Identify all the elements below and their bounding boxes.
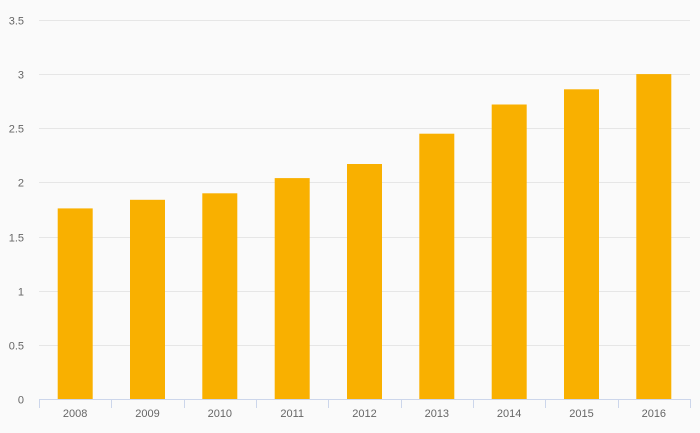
y-tick-label: 1 (18, 287, 24, 299)
y-tick-label: 3.5 (9, 16, 24, 28)
bar-2012[interactable] (347, 164, 382, 399)
bar-2011[interactable] (274, 178, 310, 399)
x-tick-label: 2012 (352, 408, 376, 420)
bar-2010[interactable] (202, 193, 238, 399)
x-tick-label: 2014 (497, 408, 521, 420)
y-axis: 0 0.5 1 1.5 2 2.5 3 3.5 (9, 16, 24, 407)
bar-2014[interactable] (491, 104, 527, 400)
x-tick-label: 2016 (642, 408, 666, 420)
x-tick-label: 2015 (569, 408, 593, 420)
bar-2008[interactable] (57, 208, 93, 399)
y-tick-label: 0.5 (9, 341, 24, 353)
x-tick-label: 2013 (425, 408, 449, 420)
y-tick-label: 2.5 (9, 124, 24, 136)
x-tick-label: 2011 (280, 408, 304, 420)
y-tick-label: 3 (18, 70, 24, 82)
x-tick-label: 2009 (135, 408, 159, 420)
y-tick-label: 2 (18, 178, 24, 190)
x-tick-label: 2010 (208, 408, 232, 420)
bar-2009[interactable] (130, 199, 165, 399)
y-tick-label: 1.5 (9, 233, 24, 245)
bar-series (57, 74, 672, 400)
y-tick-label: 0 (18, 395, 24, 407)
bar-2013[interactable] (419, 133, 455, 399)
x-tick-label: 2008 (63, 408, 87, 420)
bar-2015[interactable] (564, 89, 599, 400)
bar-2016[interactable] (636, 74, 672, 399)
x-axis: 2008 2009 2010 2011 2012 2013 2014 2015 2016 (39, 399, 691, 420)
